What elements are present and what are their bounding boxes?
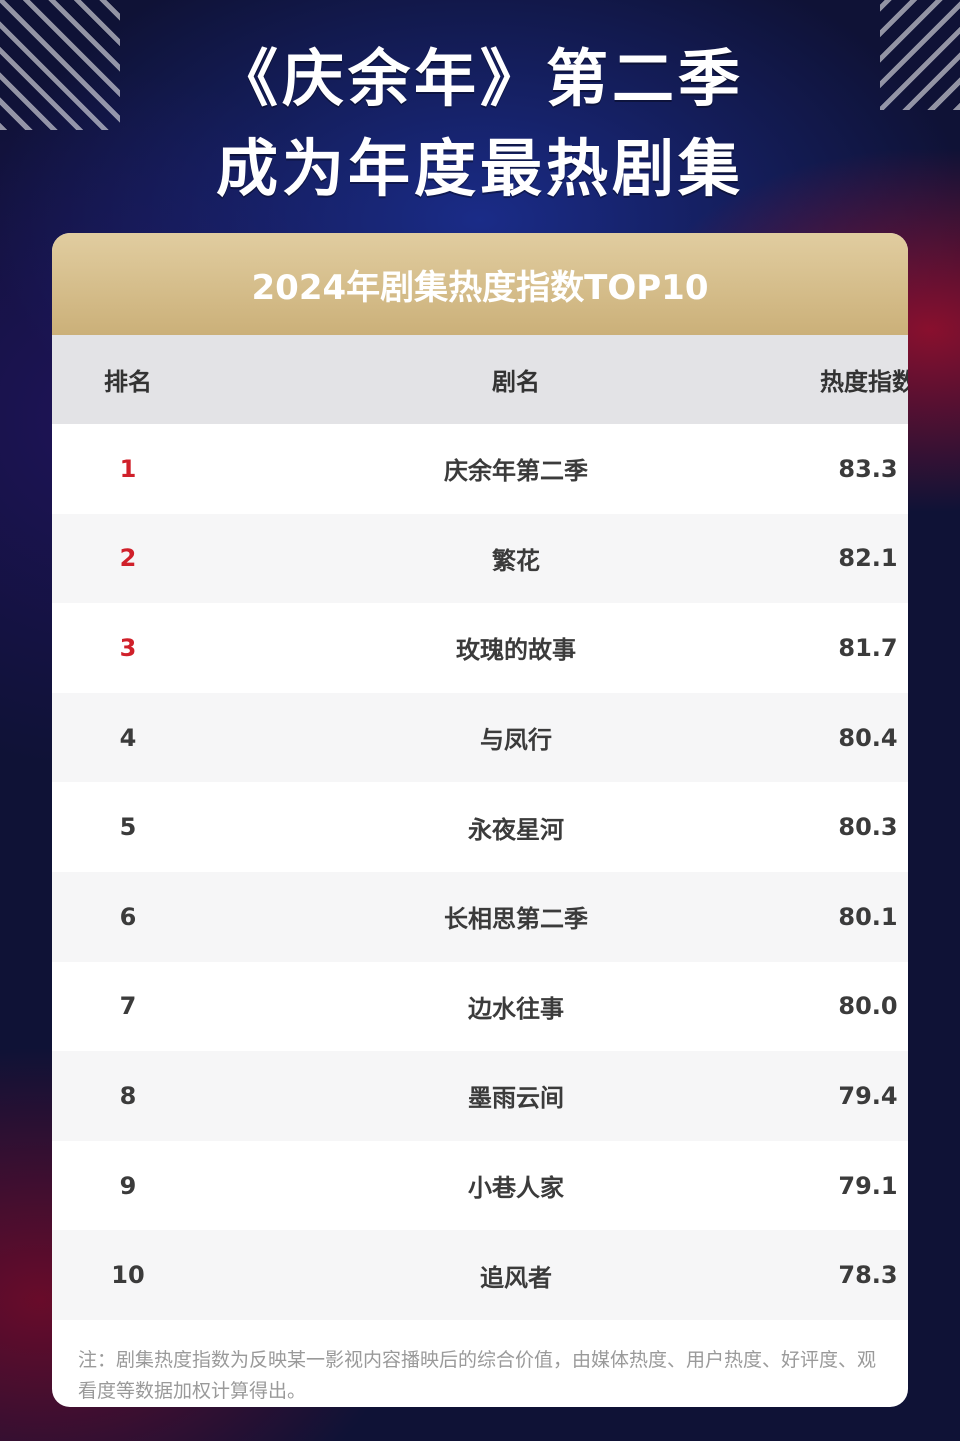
rank-cell: 9: [119, 1171, 137, 1200]
table-title: 2024年剧集热度指数TOP10: [52, 233, 908, 335]
score-cell: 80.0: [838, 992, 898, 1021]
table-body: 1 庆余年第二季 83.3 2 繁花 82.1 3 玫瑰的故事 81.7 4 与…: [52, 424, 908, 1320]
table-row: 7 边水往事 80.0: [52, 961, 908, 1052]
rank-cell: 5: [119, 813, 137, 842]
drama-name-cell: 玫瑰的故事: [456, 636, 576, 665]
drama-name-cell: 永夜星河: [468, 815, 564, 844]
ranking-card: 2024年剧集热度指数TOP10 排名 剧名 热度指数 1 庆余年第二季 83.…: [52, 233, 908, 1407]
score-cell: 81.7: [838, 633, 898, 662]
score-cell: 80.1: [838, 902, 898, 931]
table-row: 5 永夜星河 80.3: [52, 782, 908, 872]
header-score: 热度指数: [820, 368, 908, 396]
table-row: 2 繁花 82.1: [52, 513, 908, 604]
header-name: 剧名: [492, 368, 540, 396]
rank-cell: 6: [119, 902, 137, 931]
stripe-decoration-left: [0, 0, 120, 130]
rank-cell: 1: [119, 454, 137, 483]
rank-cell: 7: [119, 992, 137, 1021]
score-cell: 82.1: [838, 544, 898, 573]
score-cell: 79.4: [838, 1081, 898, 1110]
drama-name-cell: 小巷人家: [468, 1174, 564, 1203]
score-cell: 79.1: [838, 1171, 898, 1200]
table-row: 4 与凤行 80.4: [52, 692, 908, 783]
headline-line-1: 《庆余年》第二季: [215, 42, 744, 115]
score-cell: 78.3: [838, 1261, 898, 1290]
drama-name-cell: 长相思第二季: [444, 905, 588, 934]
drama-name-cell: 追风者: [480, 1263, 552, 1292]
footnote: 注：剧集热度指数为反映某一影视内容播映后的综合价值，由媒体热度、用户热度、好评度…: [78, 1349, 877, 1402]
rank-cell: 3: [119, 633, 137, 662]
table-row: 3 玫瑰的故事 81.7: [52, 603, 908, 693]
stripe-decoration-right: [880, 0, 960, 110]
table-row: 6 长相思第二季 80.1: [52, 871, 908, 962]
score-cell: 80.4: [838, 723, 898, 752]
table-row: 8 墨雨云间 79.4: [52, 1051, 908, 1141]
score-cell: 80.3: [838, 813, 898, 842]
drama-name-cell: 繁花: [492, 546, 540, 575]
drama-name-cell: 与凤行: [480, 726, 552, 755]
rank-cell: 8: [119, 1081, 137, 1110]
table-row: 10 追风者 78.3: [52, 1230, 908, 1320]
drama-name-cell: 庆余年第二季: [444, 457, 588, 486]
header-rank: 排名: [104, 368, 152, 396]
table-row: 9 小巷人家 79.1: [52, 1140, 908, 1231]
rank-cell: 2: [119, 544, 137, 573]
rank-cell: 10: [111, 1261, 145, 1290]
table-header: 排名 剧名 热度指数: [52, 335, 908, 424]
rank-cell: 4: [119, 723, 137, 752]
score-cell: 83.3: [838, 454, 898, 483]
table-row: 1 庆余年第二季 83.3: [52, 424, 908, 514]
drama-name-cell: 边水往事: [468, 994, 564, 1023]
headline-line-2: 成为年度最热剧集: [215, 132, 744, 205]
drama-name-cell: 墨雨云间: [468, 1084, 564, 1113]
